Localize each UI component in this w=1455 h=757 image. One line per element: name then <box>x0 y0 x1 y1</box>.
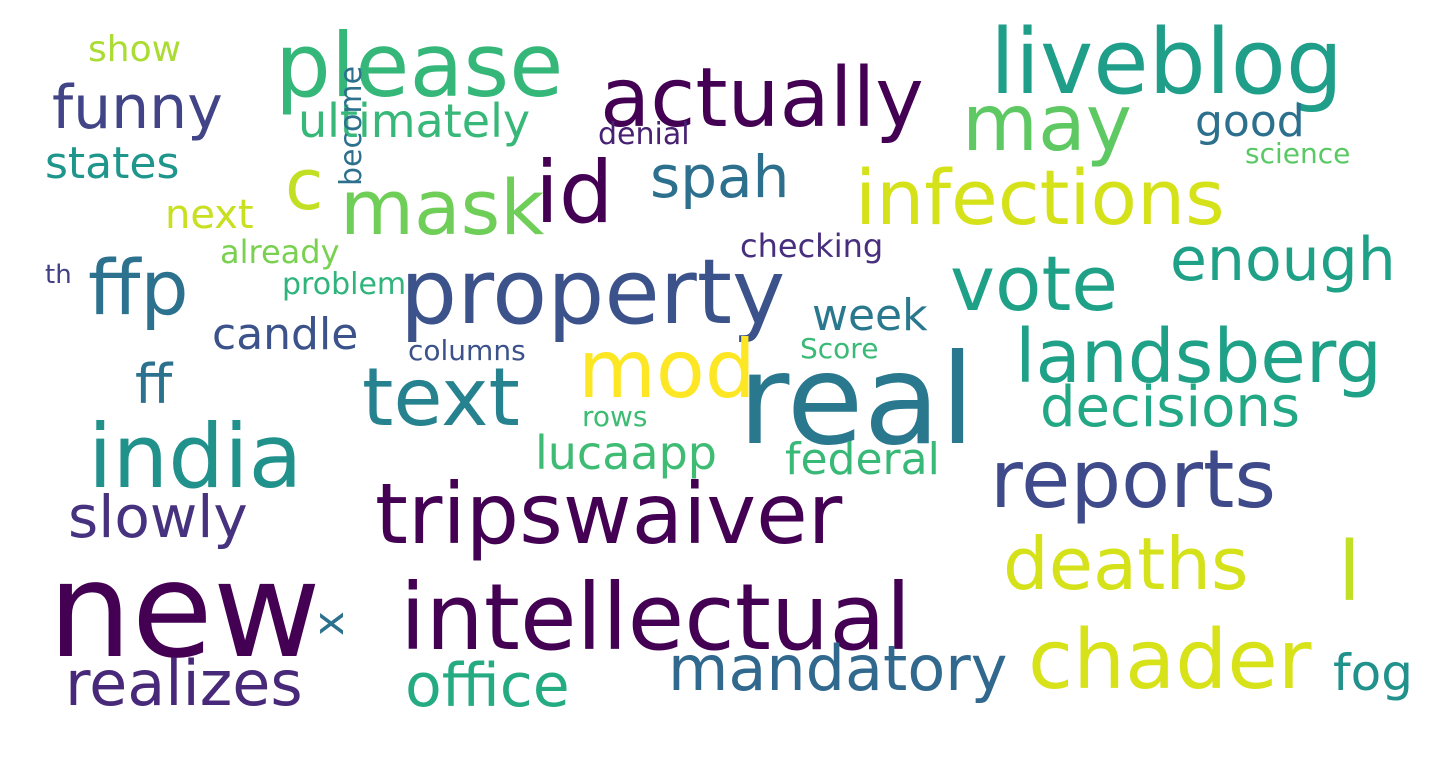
word-already: show <box>88 29 182 70</box>
word-may: may <box>962 79 1132 169</box>
word-actually: actually <box>600 51 924 146</box>
word-chader: chader <box>1028 613 1312 708</box>
word-id: id <box>535 143 614 243</box>
word-rows: columns <box>408 334 526 367</box>
word-mandatory: mandatory <box>668 632 1008 705</box>
word-denial: checking <box>740 227 884 265</box>
word-become: rows <box>582 400 648 433</box>
word-mask: mask <box>340 163 545 252</box>
word-reports: reports <box>990 433 1277 526</box>
word-enough: enough <box>1170 225 1396 295</box>
word-next: next <box>165 192 254 238</box>
word-science: denial <box>598 117 690 152</box>
word-real: real <box>738 328 975 473</box>
word-fog: fog <box>1333 644 1413 702</box>
word-tripswaiver: tripswaiver <box>375 465 843 563</box>
word-c: c <box>285 144 324 226</box>
word-problem: science <box>1245 137 1351 170</box>
word-th: become <box>334 65 369 186</box>
word-checking: already <box>220 233 340 271</box>
word-show: x <box>304 611 353 636</box>
word-ffp: ffp <box>88 243 189 332</box>
word-good: good <box>1195 96 1305 147</box>
word-states: states <box>45 138 180 189</box>
word-property: property <box>400 240 786 345</box>
word-lucaapp: lucaapp <box>535 426 718 480</box>
word-vote: vote <box>950 239 1119 328</box>
word-decisions: decisions <box>1040 375 1301 440</box>
word-columns: Score <box>800 332 879 365</box>
word-landsberg: landsberg <box>1015 314 1382 400</box>
word-deaths: deaths <box>1003 522 1249 606</box>
word-ff: ff <box>135 353 173 416</box>
word-funny: funny <box>52 73 223 143</box>
word-l: l <box>1338 525 1361 620</box>
word-spah: spah <box>650 143 790 211</box>
word-office: office <box>405 651 570 721</box>
word-federal: federal <box>785 434 940 485</box>
word-please: please <box>275 14 564 117</box>
word-new: new <box>48 534 321 688</box>
word-india: india <box>88 405 303 508</box>
word-x: th <box>45 260 72 290</box>
word-realizes: realizes <box>65 647 303 720</box>
word-mod: mod <box>578 323 756 416</box>
word-candle: candle <box>212 309 359 360</box>
word-liveblog: liveblog <box>990 10 1343 115</box>
word-infections: infections <box>855 153 1225 242</box>
word-text: text <box>362 351 520 444</box>
word-slowly: slowly <box>68 483 248 551</box>
word-score: problem <box>282 267 407 302</box>
word-week: week <box>812 290 928 341</box>
word-ultimately: ultimately <box>298 94 531 148</box>
word-intellectual: intellectual <box>400 564 912 671</box>
